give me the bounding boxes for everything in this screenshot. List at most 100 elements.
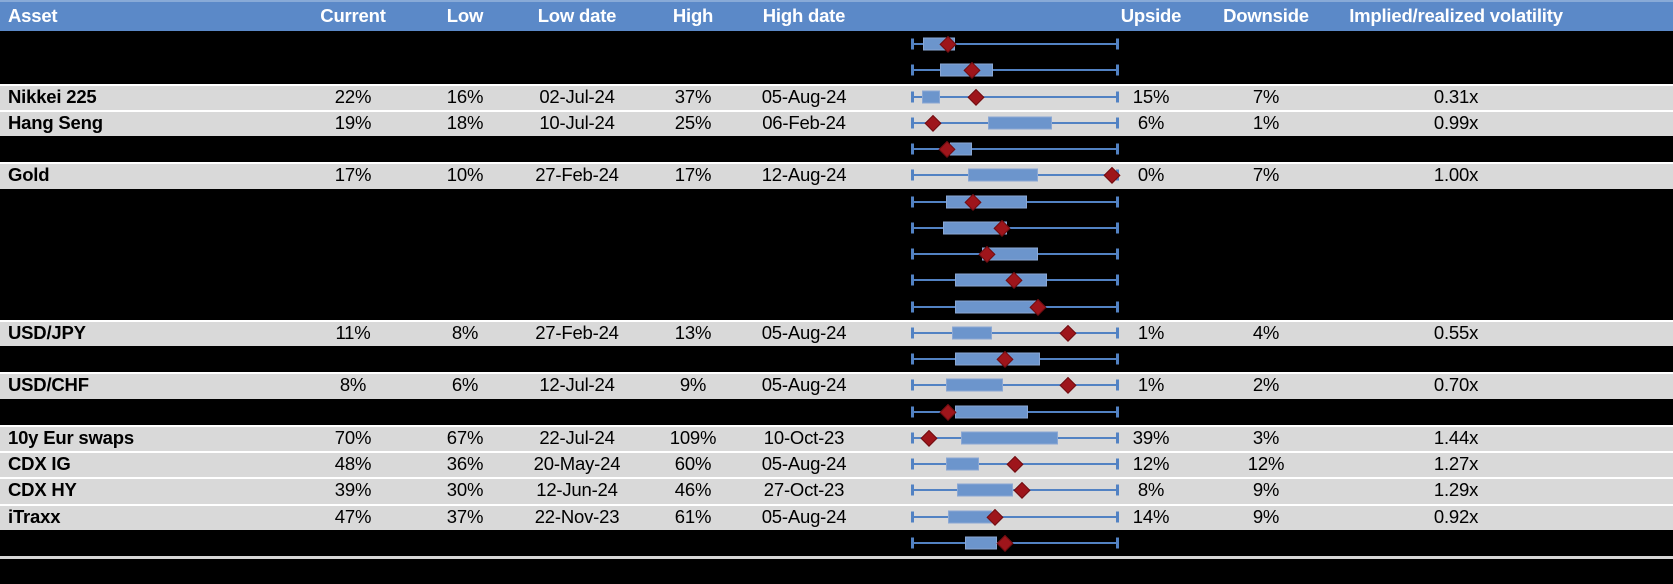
high-date-cell: 05-Aug-24	[761, 321, 847, 343]
column-header-current: Current	[320, 4, 386, 26]
table-row	[0, 529, 1673, 556]
low-date-cell: 12-Jul-24	[539, 374, 615, 396]
high-date-cell: 05-Aug-24	[761, 85, 847, 107]
range-high-cap	[1116, 64, 1119, 76]
table-body: Nikkei 225 22% 16% 02-Jul-24 37% 05-Aug-…	[0, 31, 1673, 556]
current-diamond-marker-icon	[939, 35, 957, 53]
asset-cell: 10y Eur swaps	[8, 426, 134, 448]
range-whisker-line	[912, 253, 1118, 256]
range-whisker-line	[912, 436, 1118, 439]
low-date-cell: 10-Jul-24	[539, 111, 615, 133]
asset-cell: CDX HY	[8, 479, 77, 501]
range-low-cap	[911, 379, 914, 391]
table-row: Hang Seng 19% 18% 10-Jul-24 25% 06-Feb-2…	[0, 109, 1673, 136]
table-row: CDX HY 39% 30% 12-Jun-24 46% 27-Oct-23 8…	[0, 477, 1673, 504]
high-date-cell: 12-Aug-24	[761, 164, 847, 186]
range-box	[955, 352, 1040, 366]
impl-real-cell: 0.92x	[1433, 505, 1479, 527]
high-cell: 109%	[669, 426, 717, 448]
range-plot	[911, 324, 1119, 342]
range-box	[945, 378, 1004, 392]
current-cell: 48%	[334, 453, 372, 474]
range-whisker-line	[912, 226, 1118, 229]
range-low-cap	[911, 91, 914, 103]
range-whisker-line	[912, 489, 1118, 492]
current-diamond-marker-icon	[1005, 272, 1023, 289]
upside-cell: 14%	[1132, 505, 1170, 527]
high-cell: 60%	[674, 453, 712, 474]
range-low-cap	[911, 484, 914, 496]
current-diamond-marker-icon	[996, 350, 1014, 368]
range-low-cap	[911, 143, 914, 155]
current-diamond-marker-icon	[963, 62, 981, 79]
range-high-cap	[1116, 353, 1119, 365]
range-whisker-line	[912, 305, 1118, 308]
high-date-cell: 05-Aug-24	[761, 505, 847, 527]
current-diamond-marker-icon	[967, 88, 985, 105]
current-diamond-marker-icon	[920, 429, 938, 447]
range-plot	[911, 245, 1119, 263]
upside-cell: 12%	[1132, 453, 1170, 474]
downside-cell: 2%	[1252, 374, 1280, 396]
range-high-cap	[1116, 274, 1119, 286]
range-whisker-line	[912, 279, 1118, 282]
column-header-low-date: Low date	[537, 4, 617, 26]
current-diamond-marker-icon	[1013, 482, 1031, 499]
low-cell: 67%	[446, 426, 484, 448]
current-cell: 11%	[335, 321, 371, 343]
range-low-cap	[911, 301, 914, 313]
current-cell: 19%	[334, 111, 372, 133]
range-plot	[911, 271, 1119, 289]
range-high-cap	[1116, 537, 1119, 549]
table-row	[0, 214, 1673, 241]
range-high-cap	[1116, 248, 1119, 260]
low-cell: 6%	[451, 374, 479, 396]
range-low-cap	[911, 64, 914, 76]
high-date-cell: 05-Aug-24	[761, 453, 847, 474]
range-box	[968, 168, 1039, 182]
range-plot	[911, 193, 1119, 211]
range-low-cap	[911, 274, 914, 286]
range-low-cap	[911, 248, 914, 260]
current-diamond-marker-icon	[924, 114, 942, 132]
impl-real-cell: 0.70x	[1433, 374, 1479, 396]
range-box	[940, 63, 993, 77]
asset-cell: iTraxx	[8, 505, 61, 527]
range-box	[964, 536, 998, 550]
asset-cell: Gold	[8, 164, 50, 186]
current-cell: 47%	[334, 505, 372, 527]
current-diamond-marker-icon	[938, 140, 956, 158]
range-high-cap	[1116, 301, 1119, 313]
impl-real-cell: 0.55x	[1433, 321, 1479, 343]
column-header-asset: Asset	[8, 4, 58, 26]
column-header-high-date: High date	[762, 4, 846, 26]
upside-cell: 1%	[1137, 321, 1165, 343]
range-low-cap	[911, 117, 914, 129]
current-diamond-marker-icon	[1059, 377, 1077, 394]
range-plot	[911, 429, 1119, 447]
high-date-cell: 10-Oct-23	[763, 426, 845, 448]
upside-cell: 1%	[1137, 374, 1165, 396]
range-whisker-line	[912, 43, 1118, 46]
current-cell: 8%	[339, 374, 367, 396]
low-date-cell: 12-Jun-24	[536, 479, 618, 501]
range-low-cap	[911, 432, 914, 444]
table-row	[0, 267, 1673, 294]
current-diamond-marker-icon	[964, 193, 982, 210]
bottom-separator	[0, 556, 1673, 559]
current-diamond-marker-icon	[939, 403, 957, 420]
range-low-cap	[911, 406, 914, 418]
range-whisker-line	[912, 69, 1118, 72]
low-cell: 16%	[446, 85, 484, 107]
table-row	[0, 188, 1673, 215]
range-plot	[911, 403, 1119, 421]
range-whisker-line	[912, 541, 1118, 544]
range-box	[955, 273, 1047, 287]
range-high-cap	[1116, 406, 1119, 418]
range-whisker-line	[912, 331, 1118, 334]
low-date-cell: 22-Jul-24	[539, 426, 615, 448]
upside-cell: 6%	[1137, 111, 1165, 133]
range-box	[982, 247, 1039, 261]
range-plot	[911, 298, 1119, 316]
